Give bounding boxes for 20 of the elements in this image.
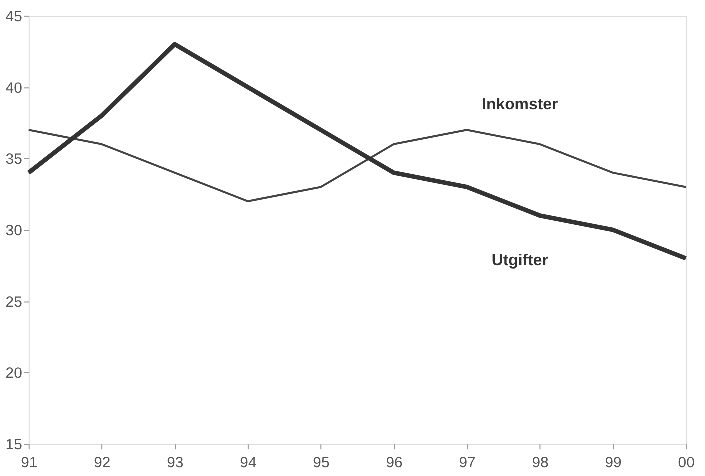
y-tick-label: 20: [6, 365, 22, 382]
x-tick-label: 98: [532, 454, 549, 472]
x-tick-label: 95: [313, 454, 330, 472]
x-tick-label: 97: [459, 454, 476, 472]
line-series: [28, 129, 688, 202]
x-tick-label: 00: [678, 454, 695, 472]
x-tick-label: 93: [167, 454, 184, 472]
y-tick-label: 15: [6, 436, 22, 454]
y-tick-label: 30: [6, 222, 22, 240]
x-tick-label: 91: [21, 454, 38, 472]
y-tick-label: 35: [6, 151, 22, 168]
y-tick-label: 45: [6, 8, 22, 26]
x-tick-label: 92: [94, 454, 111, 472]
x-tick-label: 96: [386, 454, 403, 472]
y-tick-label: 40: [6, 80, 22, 97]
x-tick-label: 94: [240, 454, 257, 472]
text: Utgifter: [492, 252, 548, 270]
y-tick-label: 25: [6, 294, 22, 311]
x-tick-label: 99: [605, 454, 622, 472]
series-label: Inkomster: [482, 96, 558, 114]
